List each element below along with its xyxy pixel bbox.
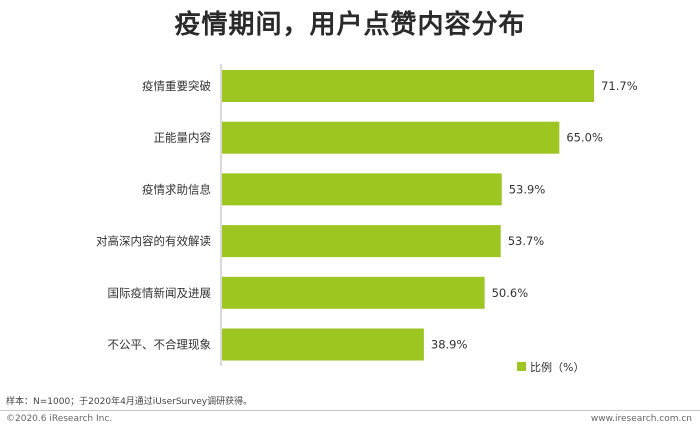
category-label: 不公平、不合理现象 <box>108 338 212 352</box>
category-label: 疫情求助信息 <box>142 182 211 196</box>
value-label: 53.9% <box>509 182 546 196</box>
copyright-text: ©2020.6 iResearch Inc. <box>6 414 113 424</box>
chart-title: 疫情期间，用户点赞内容分布 <box>174 10 526 40</box>
category-label: 对高深内容的有效解读 <box>96 234 211 248</box>
category-label: 疫情重要突破 <box>142 79 211 93</box>
bar <box>222 173 502 206</box>
legend-label: 比例（%） <box>530 360 584 374</box>
bar <box>222 121 560 154</box>
sample-footnote: 样本：N=1000；于2020年4月通过iUserSurvey调研获得。 <box>6 397 253 407</box>
value-label: 65.0% <box>566 131 603 145</box>
value-label: 53.7% <box>508 234 545 248</box>
value-label: 71.7% <box>601 79 638 93</box>
bar <box>222 225 501 258</box>
value-label: 38.9% <box>431 338 468 352</box>
bar <box>222 328 424 361</box>
category-label: 国际疫情新闻及进展 <box>108 286 212 300</box>
category-label: 正能量内容 <box>154 131 212 145</box>
website-url: www.iresearch.com.cn <box>590 414 692 424</box>
legend-swatch <box>517 362 526 371</box>
bar <box>222 276 485 309</box>
value-label: 50.6% <box>492 286 529 300</box>
bar <box>222 70 595 102</box>
footer-divider <box>0 410 700 411</box>
